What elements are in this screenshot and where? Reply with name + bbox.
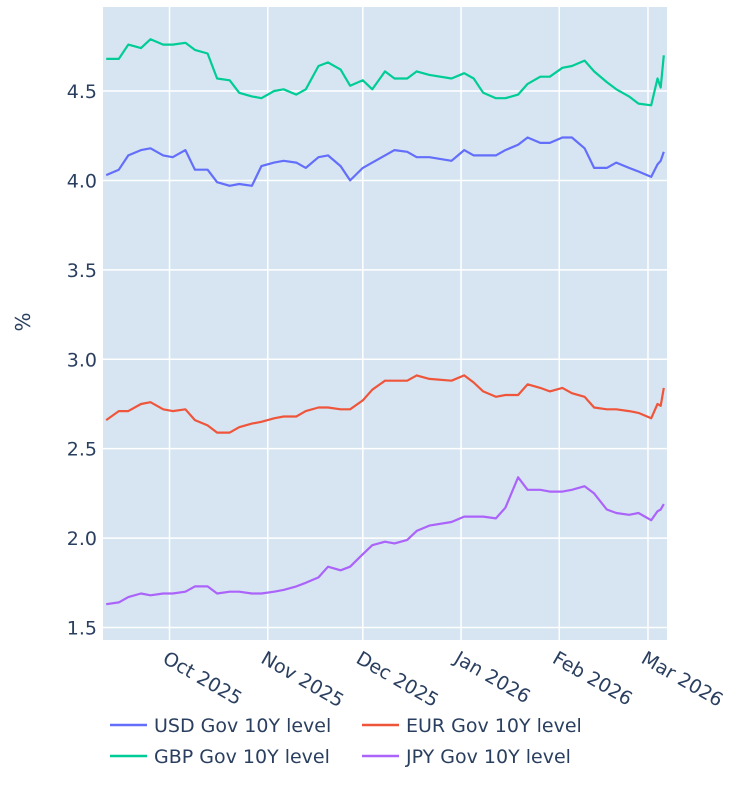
legend-item: EUR Gov 10Y level: [362, 715, 582, 737]
y-tick-label: 4.5: [67, 81, 97, 103]
x-axis-ticks: Oct 2025 Nov 2025 Dec 2025 Jan 2026 Feb 2026…: [159, 647, 727, 712]
gridlines: [103, 7, 667, 640]
x-tick-label: Dec 2025: [352, 647, 442, 712]
series-lines: [105, 38, 665, 606]
y-tick-label: 2.5: [67, 439, 97, 461]
series-line: [106, 476, 665, 606]
legend-label: USD Gov 10Y level: [154, 715, 331, 737]
x-tick-label: Oct 2025: [159, 647, 246, 710]
x-tick-label: Nov 2025: [257, 647, 347, 712]
y-tick-label: 2.0: [67, 528, 97, 550]
y-tick-label: 1.5: [67, 617, 97, 639]
y-tick-label: 4.0: [67, 170, 97, 192]
y-tick-label: 3.0: [67, 349, 97, 371]
legend-item: GBP Gov 10Y level: [110, 746, 330, 768]
series-line: [105, 374, 665, 434]
x-tick-label: Mar 2026: [637, 647, 726, 711]
y-axis-ticks: 1.5 2.0 2.5 3.0 3.5 4.0 4.5: [67, 81, 97, 639]
series-line: [106, 38, 665, 107]
legend-item: JPY Gov 10Y level: [362, 746, 571, 768]
plot-background: [103, 7, 667, 640]
x-tick-label: Feb 2026: [549, 647, 636, 710]
y-tick-label: 3.5: [67, 260, 97, 282]
legend-label: GBP Gov 10Y level: [154, 746, 330, 768]
series-line: [105, 136, 665, 187]
legend: USD Gov 10Y level EUR Gov 10Y level GBP Go…: [110, 715, 582, 768]
legend-label: JPY Gov 10Y level: [405, 746, 571, 768]
legend-item: USD Gov 10Y level: [110, 715, 331, 737]
legend-label: EUR Gov 10Y level: [406, 715, 582, 737]
y-axis-label: %: [11, 312, 35, 331]
x-tick-label: Jan 2026: [450, 647, 534, 708]
